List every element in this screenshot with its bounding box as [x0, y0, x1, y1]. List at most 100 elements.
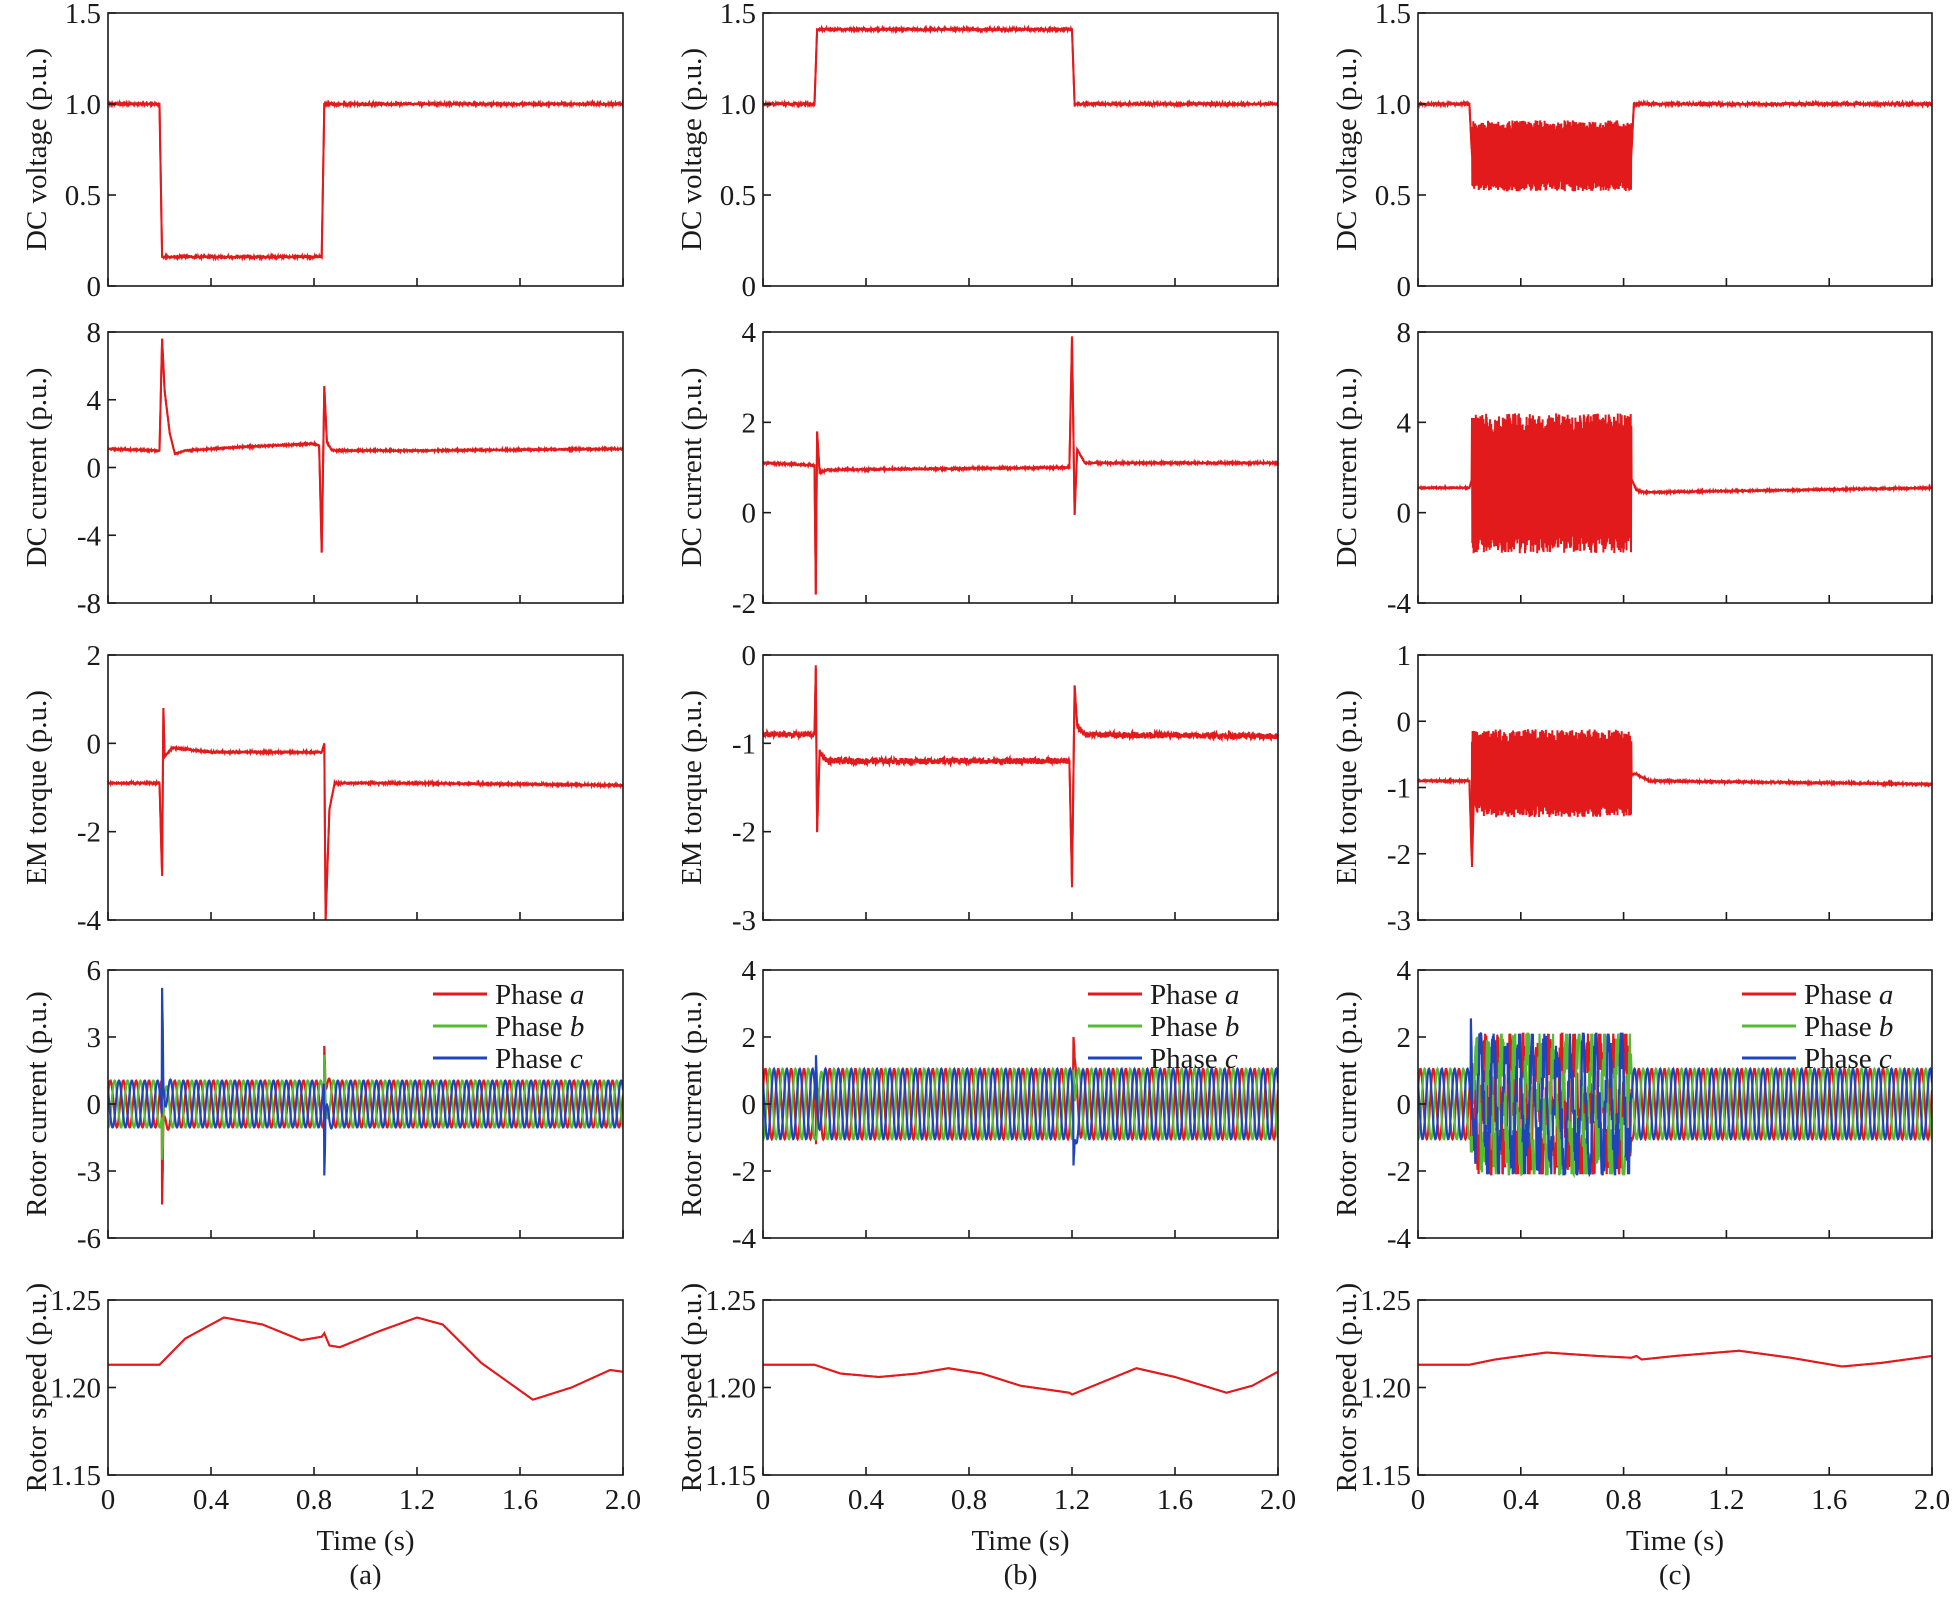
series-envelope	[1418, 773, 1932, 868]
y-tick-label: 0	[742, 498, 757, 530]
y-tick-label: 4	[742, 955, 757, 987]
series-envelope	[1418, 103, 1932, 156]
x-tick-label: 0	[1411, 1484, 1426, 1516]
series-group	[108, 98, 623, 262]
y-tick-label: -1	[1387, 773, 1411, 805]
y-tick-label: 1.0	[65, 89, 101, 121]
series-group	[1418, 1018, 1932, 1179]
legend-label-b: Phase b	[1150, 1011, 1239, 1043]
y-axis-label: Rotor speed (p.u.)	[21, 1283, 53, 1492]
y-tick-label: -4	[732, 1223, 757, 1255]
series-group	[763, 665, 1278, 888]
y-tick-label: -3	[77, 1156, 101, 1188]
series-line	[108, 708, 623, 921]
series-line	[1418, 413, 1932, 554]
y-tick-label: 3	[87, 1022, 102, 1054]
series-line	[1418, 98, 1932, 192]
series-group	[763, 336, 1278, 595]
series-phase-c	[763, 1055, 1278, 1166]
plot-frame	[762, 1299, 1279, 1476]
y-tick-label: -2	[732, 817, 756, 849]
column-tag: (a)	[349, 1559, 381, 1591]
y-axis-label: DC current (p.u.)	[676, 368, 708, 568]
panel-1-4: 1.15 1.20 1.25 0 0.4 0.8 1.2 1.6 2.0 Rotor speed …	[676, 1283, 1296, 1516]
x-tick-label: 1.2	[1708, 1484, 1744, 1516]
y-tick-label: 0	[1397, 1089, 1412, 1121]
panel-1-2: -3 -2 -1 0 EM torque (p.u.)	[676, 640, 1279, 937]
panel-2-4: 1.15 1.20 1.25 0 0.4 0.8 1.2 1.6 2.0 Rotor speed …	[1331, 1283, 1950, 1516]
y-tick-label: 1.0	[720, 89, 756, 121]
y-tick-label: 1.5	[65, 0, 101, 30]
y-tick-label: -2	[1387, 1156, 1411, 1188]
y-tick-label: 8	[1397, 317, 1412, 349]
y-tick-label: -2	[1387, 839, 1411, 871]
y-tick-label: 0	[742, 1089, 757, 1121]
panel-2-0: 0 0.5 1.0 1.5 DC voltage (p.u.)	[1331, 0, 1933, 303]
y-tick-label: 0	[87, 271, 102, 303]
y-tick-label: 4	[1397, 955, 1412, 987]
y-axis-label: EM torque (p.u.)	[676, 690, 708, 885]
series-envelope	[108, 338, 623, 553]
series-line	[763, 665, 1278, 888]
x-tick-label: 2.0	[1914, 1484, 1950, 1516]
y-tick-label: 1.20	[1360, 1373, 1411, 1405]
y-tick-label: 2	[87, 640, 102, 672]
y-axis-label: Rotor speed (p.u.)	[676, 1283, 708, 1492]
series-group	[108, 707, 623, 921]
panel-1-0: 0 0.5 1.0 1.5 DC voltage (p.u.)	[676, 0, 1279, 303]
y-tick-label: 0	[1397, 706, 1412, 738]
y-tick-label: 1.15	[50, 1460, 101, 1492]
x-axis-label: Time (s)	[1626, 1525, 1724, 1557]
y-axis-label: Rotor current (p.u.)	[676, 991, 708, 1217]
y-tick-label: -2	[732, 588, 756, 620]
series-group	[1418, 729, 1932, 868]
series-group	[763, 24, 1278, 109]
y-axis-label: Rotor current (p.u.)	[21, 991, 53, 1217]
panel-0-4: 1.15 1.20 1.25 0 0.4 0.8 1.2 1.6 2.0 Rotor speed …	[21, 1283, 641, 1516]
y-tick-label: 2	[742, 1022, 757, 1054]
x-tick-label: 1.6	[1157, 1484, 1193, 1516]
series-line	[763, 1363, 1278, 1396]
y-axis-label: DC voltage (p.u.)	[1331, 48, 1363, 251]
y-tick-label: -4	[77, 905, 102, 937]
series-group	[108, 338, 623, 553]
y-tick-label: 1.20	[50, 1373, 101, 1405]
y-tick-label: -2	[77, 817, 101, 849]
x-tick-label: 1.2	[1054, 1484, 1090, 1516]
panel-0-2: -4 -2 0 2 EM torque (p.u.)	[21, 640, 624, 937]
plot-frame	[762, 12, 1279, 287]
y-axis-label: Rotor current (p.u.)	[1331, 991, 1363, 1217]
y-tick-label: -2	[732, 1156, 756, 1188]
plot-frame	[762, 331, 1279, 604]
y-axis-label: EM torque (p.u.)	[1331, 690, 1363, 885]
y-tick-label: 1.5	[1375, 0, 1411, 30]
y-tick-label: 0.5	[720, 180, 756, 212]
series-line	[763, 336, 1278, 595]
y-tick-label: 0	[742, 640, 757, 672]
plot-frame	[1417, 1299, 1933, 1476]
y-tick-label: 1.25	[1360, 1285, 1411, 1317]
panel-1-3: -4 -2 0 2 4 Rotor current (p.u.) Phase aPhase …	[676, 955, 1279, 1255]
x-tick-label: 0.8	[1605, 1484, 1641, 1516]
y-tick-label: 0	[87, 453, 102, 485]
legend-label-a: Phase a	[1150, 979, 1239, 1011]
y-tick-label: 1.0	[1375, 89, 1411, 121]
y-tick-label: 6	[87, 955, 102, 987]
x-tick-label: 0	[756, 1484, 771, 1516]
y-tick-label: -4	[77, 520, 102, 552]
y-tick-label: -1	[732, 728, 756, 760]
y-tick-label: 4	[742, 317, 757, 349]
y-tick-label: 1.25	[50, 1285, 101, 1317]
series-envelope	[1418, 477, 1932, 494]
y-tick-label: -3	[1387, 905, 1411, 937]
y-tick-label: 0.5	[1375, 180, 1411, 212]
y-axis-label: Rotor speed (p.u.)	[1331, 1283, 1363, 1492]
panel-0-0: 0 0.5 1.0 1.5 DC voltage (p.u.)	[21, 0, 624, 303]
series-line	[108, 338, 623, 553]
y-tick-label: 0	[87, 728, 102, 760]
y-tick-label: -8	[77, 588, 101, 620]
y-tick-label: 0	[1397, 498, 1412, 530]
x-tick-label: 1.6	[1811, 1484, 1847, 1516]
